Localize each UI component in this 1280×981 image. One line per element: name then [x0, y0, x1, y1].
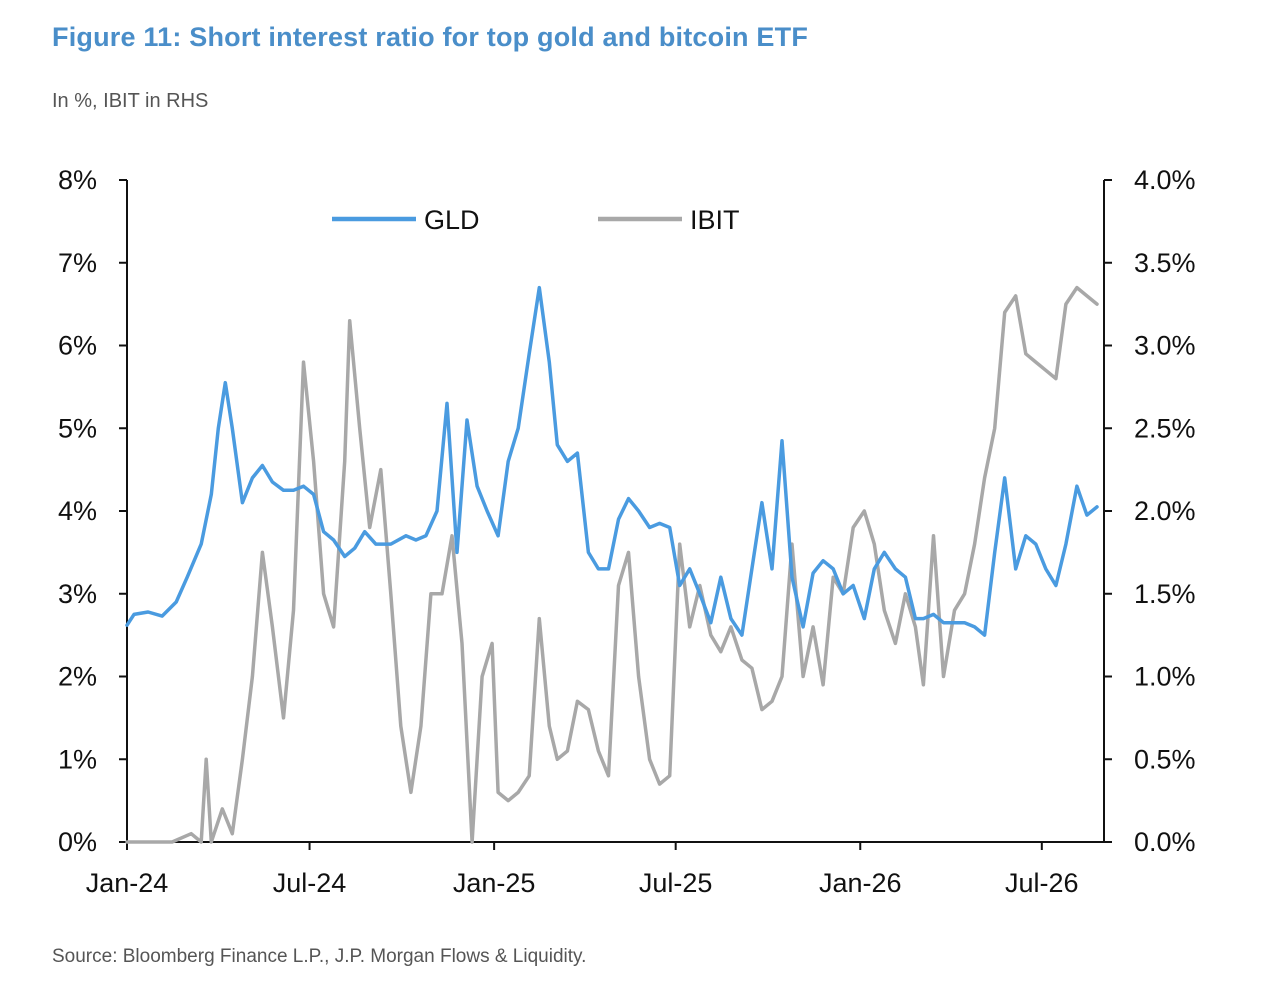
y-right-tick-label: 0.5% — [1134, 744, 1196, 774]
y-left-tick-label: 1% — [58, 744, 97, 774]
x-tick-label: Jan-25 — [453, 868, 536, 898]
x-tick-label: Jan-24 — [86, 868, 169, 898]
figure-title: Figure 11: Short interest ratio for top … — [52, 22, 809, 52]
y-right-tick-label: 1.0% — [1134, 662, 1196, 692]
chart-axes: 0% 1% 2% 3% 4% 5% 6% 7% 8% 0.0% 0.5% 1.0% 1.5% 2.0% 2.… — [58, 165, 1196, 898]
chart-series — [125, 285, 1099, 844]
y-right-tick-label: 2.0% — [1134, 496, 1196, 526]
y-left-tick-label: 3% — [58, 579, 97, 609]
y-left-tick-label: 0% — [58, 827, 97, 857]
series-line-ibit — [125, 285, 1099, 844]
y-left-tick-label: 8% — [58, 165, 97, 195]
x-tick-label: Jul-25 — [639, 868, 713, 898]
y-left-tick-label: 4% — [58, 496, 97, 526]
x-tick-label: Jul-26 — [1005, 868, 1079, 898]
y-left-tick-label: 5% — [58, 413, 97, 443]
y-left-tick-label: 6% — [58, 331, 97, 361]
legend-label-gld: GLD — [424, 205, 480, 235]
series-line-gld — [125, 285, 1099, 637]
chart-legend: GLD IBIT — [332, 205, 740, 235]
y-right-tick-label: 2.5% — [1134, 413, 1196, 443]
x-tick-label: Jul-24 — [273, 868, 347, 898]
figure-source: Source: Bloomberg Finance L.P., J.P. Mor… — [52, 946, 587, 967]
y-right-tick-label: 3.0% — [1134, 331, 1196, 361]
y-left-tick-label: 7% — [58, 248, 97, 278]
y-right-tick-label: 4.0% — [1134, 165, 1196, 195]
y-right-tick-label: 3.5% — [1134, 248, 1196, 278]
x-tick-label: Jan-26 — [819, 868, 902, 898]
legend-label-ibit: IBIT — [690, 205, 740, 235]
y-left-tick-label: 2% — [58, 662, 97, 692]
y-right-tick-label: 0.0% — [1134, 827, 1196, 857]
y-right-tick-label: 1.5% — [1134, 579, 1196, 609]
figure-subtitle: In %, IBIT in RHS — [52, 90, 209, 112]
